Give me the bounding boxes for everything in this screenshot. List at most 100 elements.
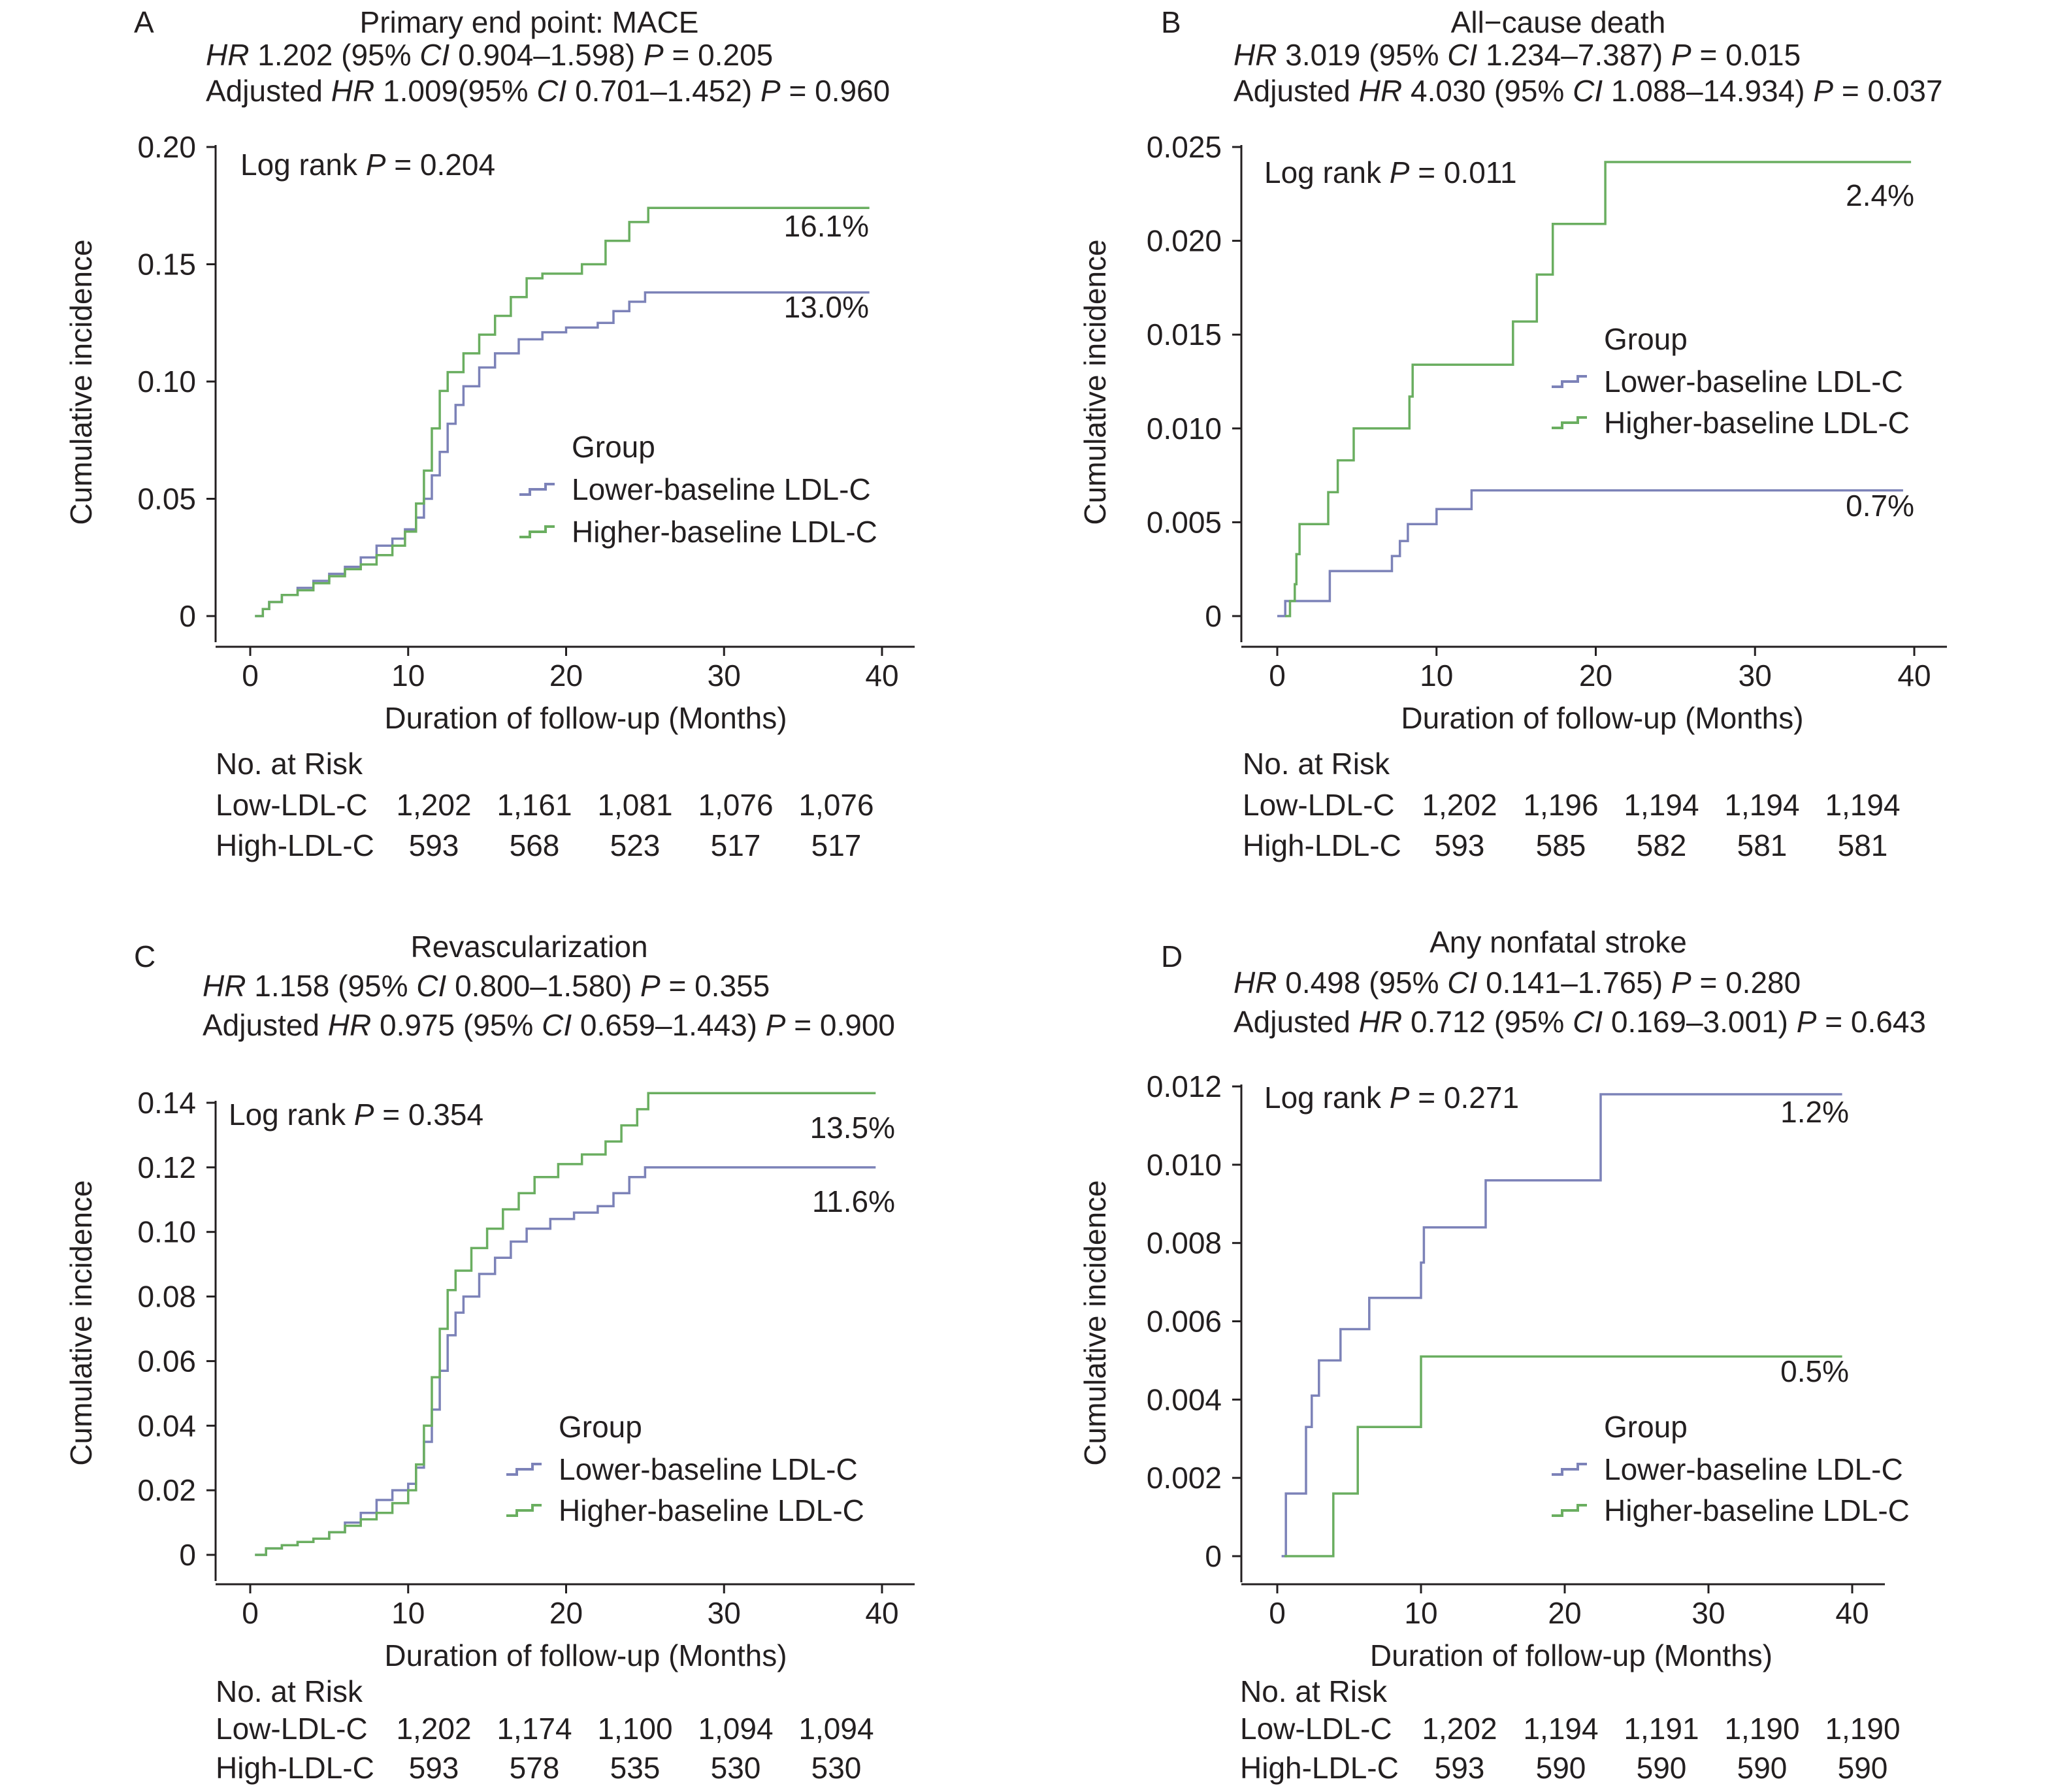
adjusted-hazard-ratio-line-segment: = 0.643 [1816, 1005, 1926, 1039]
chart-title: All−cause death [1451, 5, 1666, 39]
hazard-ratio-line-segment: HR [1233, 966, 1277, 1000]
legend-title: Group [572, 430, 655, 464]
hazard-ratio-line-segment: = 0.205 [664, 38, 774, 72]
adjusted-hazard-ratio-line-segment: CI [536, 74, 566, 108]
log-rank-label: Log rank P = 0.354 [229, 1098, 483, 1132]
risk-table-cell: 590 [1838, 1751, 1888, 1785]
y-tick-label: 0.15 [137, 248, 196, 282]
legend-swatch [1552, 375, 1587, 388]
risk-table-cell: 582 [1637, 828, 1687, 862]
hazard-ratio-line-segment: 0.800–1.580) [446, 969, 640, 1003]
y-tick-label: 0.004 [1147, 1382, 1222, 1416]
risk-table-cell: 593 [1435, 828, 1485, 862]
x-tick-label: 30 [708, 659, 741, 692]
adjusted-hazard-ratio-line: Adjusted HR 0.975 (95% CI 0.659–1.443) P… [203, 1008, 895, 1042]
hazard-ratio-line-segment: = 0.015 [1691, 38, 1801, 72]
risk-table: No. at Risk Low-LDL-C 1,202 1,194 1,191 1,190… [1240, 1674, 1901, 1785]
log-rank-label-segment: = 0.011 [1409, 155, 1516, 189]
panel-letter: B [1161, 5, 1181, 39]
risk-table-cell: 1,161 [497, 788, 572, 822]
y-tick-label: 0 [1205, 1539, 1222, 1573]
risk-table: No. at Risk Low-LDL-C 1,202 1,174 1,100 1,094… [216, 1674, 874, 1785]
adjusted-hazard-ratio-line-segment: Adjusted [206, 74, 331, 108]
series-line-higher-ldl [1284, 1355, 1842, 1557]
series-line-lower-ldl [255, 291, 870, 617]
y-tick-label: 0.10 [137, 365, 196, 399]
adjusted-hazard-ratio-line-segment: 1.088–14.934) [1603, 74, 1813, 108]
hazard-ratio-line-segment: 0.904–1.598) [449, 38, 644, 72]
log-rank-label-segment: P [1390, 155, 1410, 189]
legend-item-label: Higher-baseline LDL-C [1604, 406, 1910, 440]
x-axis-label: Duration of follow-up (Months) [384, 1638, 787, 1672]
risk-table-cell: 1,081 [597, 788, 672, 822]
x-tick-label: 10 [391, 659, 425, 692]
hazard-ratio-line-segment: 1.202 (95% [249, 38, 419, 72]
y-tick-label: 0.05 [137, 482, 196, 516]
y-tick-label: 0.008 [1147, 1226, 1222, 1260]
y-axis-label: Cumulative incidence [1078, 239, 1112, 525]
x-tick-label: 10 [1420, 659, 1453, 692]
x-tick-label: 0 [242, 659, 259, 692]
risk-table-cell: 590 [1637, 1751, 1687, 1785]
legend-swatch [1552, 1504, 1587, 1517]
panel-letter: A [134, 5, 154, 39]
y-tick-label: 0.10 [137, 1215, 196, 1249]
log-rank-label: Log rank P = 0.204 [240, 148, 495, 182]
y-tick-label: 0.012 [1147, 1069, 1222, 1103]
adjusted-hazard-ratio-line-segment: 0.659–1.443) [572, 1008, 766, 1042]
log-rank-label-segment: P [354, 1098, 374, 1132]
risk-table-cell: 1,094 [798, 1712, 874, 1746]
legend: Group Lower-baseline LDL-C Higher-baseline… [506, 1410, 864, 1527]
x-tick-label: 40 [1897, 659, 1931, 692]
y-tick-label: 0.14 [137, 1086, 196, 1120]
risk-table-row-label: High-LDL-C [1240, 1751, 1399, 1785]
risk-table-cell: 585 [1536, 828, 1586, 862]
risk-table-cell: 530 [811, 1751, 862, 1785]
y-axis-label: Cumulative incidence [64, 1180, 98, 1465]
legend-swatch [519, 525, 555, 538]
legend-swatch [1552, 416, 1587, 429]
risk-table-cell: 1,174 [497, 1712, 572, 1746]
risk-table-cell: 590 [1737, 1751, 1788, 1785]
series-line-higher-ldl [255, 206, 870, 617]
log-rank-label-segment: Log rank [229, 1098, 354, 1132]
series-end-label: 11.6% [812, 1184, 895, 1218]
hazard-ratio-line-segment: CI [1447, 966, 1477, 1000]
x-axis-label: Duration of follow-up (Months) [1401, 701, 1803, 735]
hazard-ratio-line-segment: P [640, 969, 661, 1003]
log-rank-label-segment: Log rank [240, 148, 366, 182]
risk-table-header: No. at Risk [1240, 1674, 1388, 1708]
chart-title: Any nonfatal stroke [1429, 925, 1687, 959]
x-tick-label: 30 [1739, 659, 1772, 692]
risk-table-cell: 590 [1536, 1751, 1586, 1785]
x-tick-label: 20 [549, 1596, 583, 1630]
legend-swatch [1552, 1463, 1587, 1476]
legend-item-label: Higher-baseline LDL-C [1604, 1493, 1910, 1527]
hazard-ratio-line: HR 1.202 (95% CI 0.904–1.598) P = 0.205 [206, 38, 773, 72]
log-rank-label-segment: = 0.354 [374, 1098, 483, 1132]
y-tick-label: 0.02 [137, 1473, 196, 1507]
x-tick-label: 20 [1579, 659, 1612, 692]
adjusted-hazard-ratio-line-segment: CI [1573, 74, 1603, 108]
series-line-lower-ldl [1281, 1093, 1842, 1557]
legend-swatch [519, 483, 555, 496]
hazard-ratio-line: HR 0.498 (95% CI 0.141–1.765) P = 0.280 [1233, 966, 1801, 1000]
adjusted-hazard-ratio-line-segment: HR [1359, 1005, 1402, 1039]
y-tick-label: 0 [1205, 599, 1222, 633]
adjusted-hazard-ratio-line-segment: Adjusted [1233, 74, 1359, 108]
y-tick-label: 0.04 [137, 1409, 196, 1442]
series-end-label: 16.1% [784, 209, 869, 243]
chart-title: Revascularization [410, 930, 647, 964]
hazard-ratio-line-segment: P [644, 38, 664, 72]
risk-table-cell: 1,076 [798, 788, 874, 822]
y-tick-label: 0.015 [1147, 318, 1222, 351]
risk-table-cell: 593 [409, 1751, 459, 1785]
x-tick-label: 30 [708, 1596, 741, 1630]
y-tick-label: 0.025 [1147, 130, 1222, 164]
x-axis-label: Duration of follow-up (Months) [384, 701, 787, 735]
adjusted-hazard-ratio-line-segment: = 0.900 [785, 1008, 895, 1042]
risk-table-cell: 1,202 [1422, 788, 1497, 822]
y-tick-label: 0 [179, 1538, 196, 1572]
x-tick-label: 10 [1404, 1596, 1437, 1630]
risk-table-cell: 581 [1737, 828, 1788, 862]
